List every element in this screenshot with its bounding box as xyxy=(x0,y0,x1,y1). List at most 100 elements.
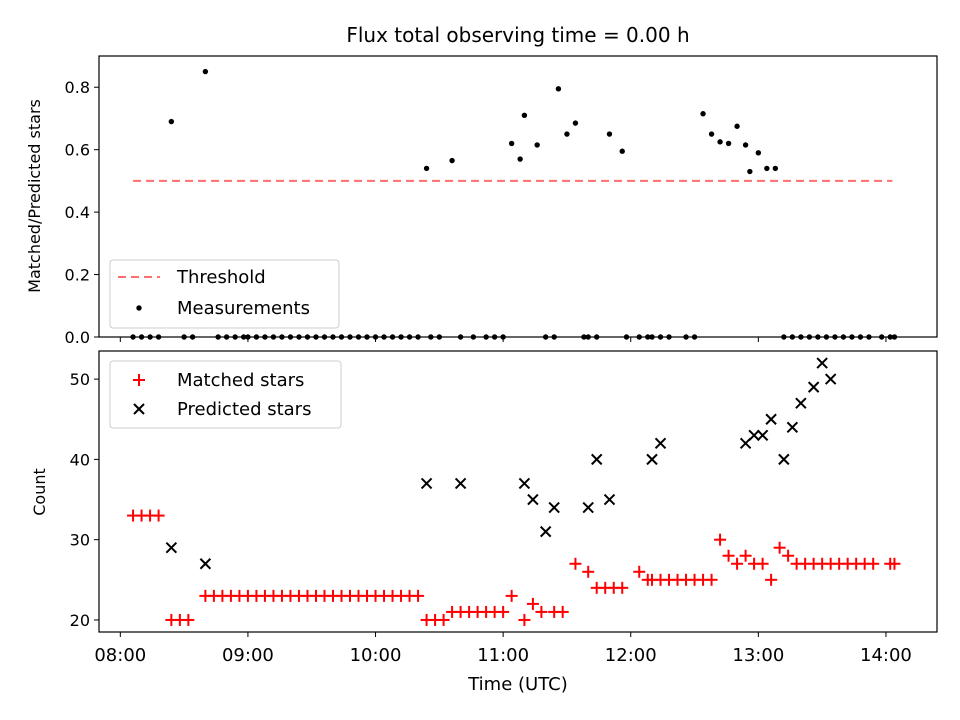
measurement-point xyxy=(517,156,523,162)
predicted-marker-b xyxy=(518,477,531,490)
top-y-tick-label: 0.6 xyxy=(65,141,90,160)
legend-predicted-label: Predicted stars xyxy=(177,399,311,420)
predicted-star-marker xyxy=(591,453,603,466)
legend-matched-swatch xyxy=(133,374,145,386)
predicted-marker-b xyxy=(165,541,178,554)
predicted-marker-b xyxy=(603,493,616,506)
legend-predicted-swatch xyxy=(133,403,145,415)
predicted-marker-b xyxy=(199,558,212,570)
matched-star-marker xyxy=(722,549,735,562)
predicted-marker-b xyxy=(778,453,790,466)
matched-star-marker xyxy=(633,565,646,578)
bottom-x-tick-label: 14:00 xyxy=(860,645,912,666)
predicted-marker-b xyxy=(795,397,807,409)
predicted-marker-b xyxy=(786,421,799,433)
top-y-tick-label: 0.8 xyxy=(65,78,90,97)
matched-star-marker xyxy=(182,613,195,626)
measurement-point xyxy=(717,139,723,145)
bottom-x-ticks: 08:00 09:00 10:00 11:00 12:00 13:00 14:00 xyxy=(94,632,912,666)
legend-measurements-swatch xyxy=(136,305,142,311)
bottom-y-tick-label: 40 xyxy=(70,450,90,469)
measurement-point xyxy=(742,142,749,148)
predicted-star-marker xyxy=(548,501,560,514)
top-panel: Flux total observing time = 0.00 h Match… xyxy=(25,23,938,347)
bottom-x-tick-label: 13:00 xyxy=(732,645,784,666)
predicted-marker-b xyxy=(748,429,760,442)
measurement-point xyxy=(555,86,562,92)
predicted-star-marker xyxy=(603,493,616,506)
bottom-x-tick-label: 12:00 xyxy=(605,645,657,666)
matched-star-marker xyxy=(505,589,518,602)
matched-star-marker xyxy=(705,573,718,586)
measurement-point xyxy=(572,120,579,126)
measurement-point xyxy=(772,165,779,172)
matched-star-marker xyxy=(756,557,769,570)
predicted-star-marker xyxy=(199,558,212,570)
matched-star-marker xyxy=(714,533,727,546)
measurement-point xyxy=(534,142,540,148)
matched-star-marker xyxy=(152,509,165,522)
predicted-star-marker xyxy=(527,493,539,506)
matched-star-marker xyxy=(773,541,786,554)
predicted-star-marker xyxy=(582,501,594,514)
top-y-axis-label: Matched/Predicted stars xyxy=(25,99,44,293)
top-y-tick-label: 0.0 xyxy=(65,328,90,347)
matched-star-marker xyxy=(867,557,880,570)
measurement-point xyxy=(708,131,715,137)
predicted-marker-b xyxy=(548,501,560,514)
legend-measurements-label: Measurements xyxy=(177,298,310,319)
measurement-point xyxy=(202,68,209,75)
bottom-y-tick-label: 20 xyxy=(70,611,90,630)
bottom-plot-area xyxy=(127,357,901,626)
predicted-star-marker xyxy=(646,453,658,466)
matched-star-marker xyxy=(497,605,510,618)
legend-threshold-label: Threshold xyxy=(176,267,266,288)
top-y-tick-label: 0.4 xyxy=(65,203,90,222)
predicted-marker-b xyxy=(756,429,769,442)
measurement-point xyxy=(764,165,770,172)
legend-matched-label: Matched stars xyxy=(177,370,304,391)
bottom-x-axis-label: Time (UTC) xyxy=(467,674,568,695)
matched-star-marker xyxy=(888,557,901,570)
measurement-point xyxy=(606,131,613,137)
predicted-marker-b xyxy=(824,373,837,385)
matched-star-marker xyxy=(765,573,778,586)
measurement-point xyxy=(725,140,732,147)
measurement-point xyxy=(521,112,528,119)
predicted-marker-b xyxy=(654,437,667,450)
predicted-star-marker xyxy=(786,421,799,433)
predicted-star-marker xyxy=(756,429,769,442)
predicted-star-marker xyxy=(795,397,807,409)
top-y-ticks: 0.0 0.2 0.4 0.6 0.8 xyxy=(65,78,99,347)
matched-star-marker xyxy=(569,557,582,570)
predicted-marker-b xyxy=(765,413,777,425)
top-y-tick-label: 0.2 xyxy=(65,266,90,285)
bottom-y-tick-label: 30 xyxy=(70,531,90,550)
predicted-star-marker xyxy=(654,437,667,450)
top-legend-box xyxy=(109,259,340,329)
predicted-marker-b xyxy=(591,453,603,466)
predicted-star-marker xyxy=(807,381,820,393)
predicted-star-marker xyxy=(824,373,837,385)
measurement-point xyxy=(734,123,740,129)
matched-star-marker xyxy=(556,605,569,618)
predicted-star-marker xyxy=(765,413,777,425)
measurement-point xyxy=(508,140,515,147)
bottom-legend: Matched stars Predicted stars xyxy=(109,360,342,429)
predicted-star-marker xyxy=(778,453,790,466)
predicted-marker-b xyxy=(454,477,467,490)
matched-star-marker xyxy=(582,565,595,578)
bottom-y-ticks: 20 30 40 50 xyxy=(70,370,99,630)
matched-star-marker xyxy=(526,597,539,610)
matched-star-marker xyxy=(535,605,548,618)
measurement-point xyxy=(755,150,762,156)
measurement-point xyxy=(747,168,753,175)
bottom-axes-frame xyxy=(98,350,938,633)
predicted-marker-b xyxy=(420,477,433,490)
bottom-x-tick-label: 10:00 xyxy=(350,645,402,666)
predicted-marker-b xyxy=(646,453,658,466)
bottom-x-tick-label: 08:00 xyxy=(94,645,146,666)
measurement-point xyxy=(564,131,570,137)
predicted-star-marker xyxy=(518,477,531,490)
